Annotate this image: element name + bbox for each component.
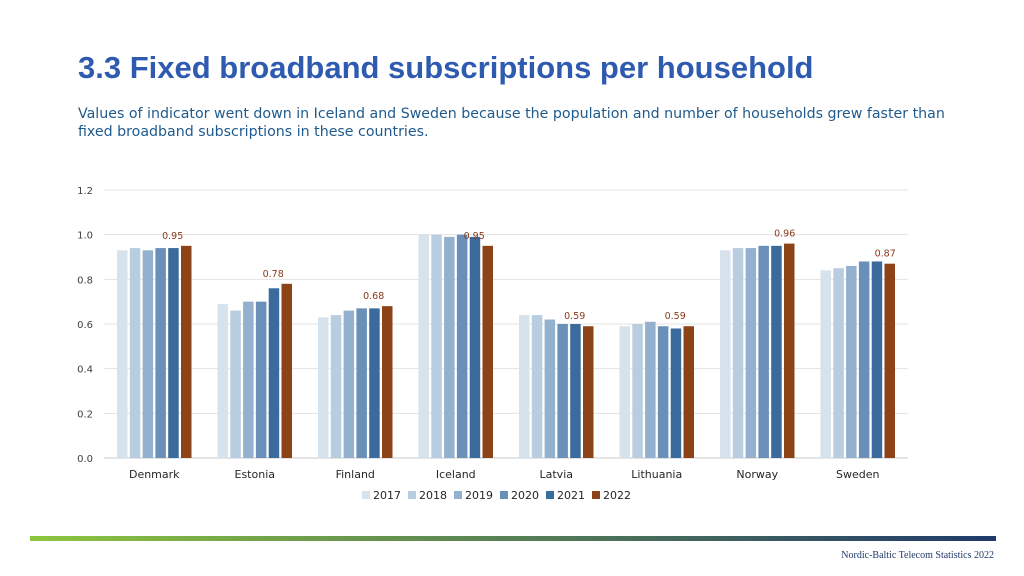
chart-bars: [117, 234, 895, 458]
data-label: 0.95: [162, 231, 183, 242]
bar-estonia-2018: [230, 310, 241, 458]
bar-iceland-2019: [444, 236, 455, 458]
bar-finland-2019: [343, 310, 355, 458]
bar-lithuania-2017: [619, 326, 630, 458]
bar-iceland-2021: [469, 236, 481, 458]
bar-latvia-2020: [557, 324, 568, 458]
bar-lithuania-2019: [645, 321, 656, 458]
bar-latvia-2021: [570, 324, 581, 458]
legend-swatch-2018: [408, 491, 416, 499]
y-tick-label: 0.0: [77, 454, 93, 465]
bar-lithuania-2022: [683, 326, 694, 458]
data-label: 0.59: [564, 311, 585, 322]
bar-finland-2018: [330, 315, 342, 458]
bar-finland-2021: [369, 308, 380, 458]
data-labels: 0.95 0.78 0.68 0.95 0.59 0.59 0.96 0.87: [162, 229, 896, 323]
data-label: 0.95: [464, 231, 485, 242]
bar-latvia-2019: [544, 319, 556, 458]
bar-latvia-2022: [583, 326, 594, 458]
data-label: 0.96: [774, 229, 795, 240]
legend-label-2018: 2018: [419, 489, 447, 502]
bar-iceland-2017: [418, 234, 429, 458]
data-label: 0.87: [875, 249, 896, 260]
bar-denmark-2022: [181, 245, 192, 458]
bar-estonia-2019: [243, 301, 254, 458]
bar-lithuania-2018: [632, 324, 643, 458]
legend-swatch-2020: [500, 491, 508, 499]
y-tick-label: 1.0: [77, 231, 93, 242]
bar-sweden-2018: [833, 268, 844, 458]
legend-label-2017: 2017: [373, 489, 401, 502]
bar-iceland-2020: [456, 234, 468, 458]
bar-norway-2020: [758, 245, 769, 458]
legend-label-2020: 2020: [511, 489, 539, 502]
bar-iceland-2018: [431, 234, 442, 458]
bar-latvia-2017: [519, 315, 530, 458]
bar-estonia-2022: [281, 283, 292, 458]
bar-denmark-2021: [168, 248, 179, 458]
bar-denmark-2018: [129, 248, 141, 458]
y-tick-label: 0.2: [77, 409, 93, 420]
data-label: 0.59: [665, 311, 686, 322]
bar-iceland-2022: [482, 245, 493, 458]
y-tick-label: 0.8: [77, 275, 93, 286]
x-tick-label: Lithuania: [631, 468, 682, 481]
data-label: 0.78: [263, 269, 284, 280]
bar-estonia-2020: [255, 301, 267, 458]
footer-gradient-bar: [30, 536, 996, 541]
legend-swatch-2021: [546, 491, 554, 499]
x-axis-ticks: Denmark Estonia Finland Iceland Latvia Lithua…: [129, 468, 880, 481]
bar-norway-2018: [732, 248, 744, 458]
x-tick-label: Norway: [736, 468, 778, 481]
page-subtitle: Values of indicator went down in Iceland…: [78, 106, 945, 140]
chart-legend: 2017 2018 2019 2020 2021 2022: [362, 489, 631, 502]
x-tick-label: Finland: [336, 468, 375, 481]
bar-norway-2021: [771, 245, 782, 458]
y-axis-ticks: 0.0 0.2 0.4 0.6 0.8 1.0 1.2: [77, 186, 93, 465]
bar-norway-2019: [745, 248, 757, 458]
x-tick-label: Denmark: [129, 468, 180, 481]
bar-sweden-2019: [846, 265, 857, 458]
bar-finland-2020: [356, 308, 367, 458]
bar-denmark-2020: [155, 248, 166, 458]
bar-denmark-2019: [142, 250, 154, 458]
page-title: 3.3 Fixed broadband subscriptions per ho…: [78, 50, 814, 85]
bar-estonia-2017: [217, 303, 228, 458]
bar-sweden-2017: [820, 270, 831, 458]
x-tick-label: Iceland: [436, 468, 476, 481]
footer-source: Nordic-Baltic Telecom Statistics 2022: [841, 550, 994, 561]
legend-swatch-2019: [454, 491, 462, 499]
x-tick-label: Sweden: [836, 468, 879, 481]
y-tick-label: 0.6: [77, 320, 93, 331]
legend-label-2021: 2021: [557, 489, 585, 502]
bar-latvia-2018: [531, 315, 543, 458]
bar-lithuania-2020: [657, 326, 669, 458]
bar-denmark-2017: [117, 250, 128, 458]
bar-norway-2017: [720, 250, 731, 458]
x-tick-label: Latvia: [540, 468, 574, 481]
legend-label-2019: 2019: [465, 489, 493, 502]
bar-estonia-2021: [268, 288, 280, 458]
legend-swatch-2022: [592, 491, 600, 499]
bar-norway-2022: [784, 243, 795, 458]
bar-finland-2017: [318, 317, 329, 458]
bar-sweden-2022: [884, 263, 895, 458]
y-tick-label: 1.2: [77, 186, 93, 197]
legend-label-2022: 2022: [603, 489, 631, 502]
x-tick-label: Estonia: [235, 468, 276, 481]
bar-lithuania-2021: [670, 328, 682, 458]
y-tick-label: 0.4: [77, 365, 93, 376]
bar-finland-2022: [382, 306, 393, 458]
bar-sweden-2020: [858, 261, 870, 458]
legend-swatch-2017: [362, 491, 370, 499]
data-label: 0.68: [363, 291, 384, 302]
bar-sweden-2021: [871, 261, 883, 458]
